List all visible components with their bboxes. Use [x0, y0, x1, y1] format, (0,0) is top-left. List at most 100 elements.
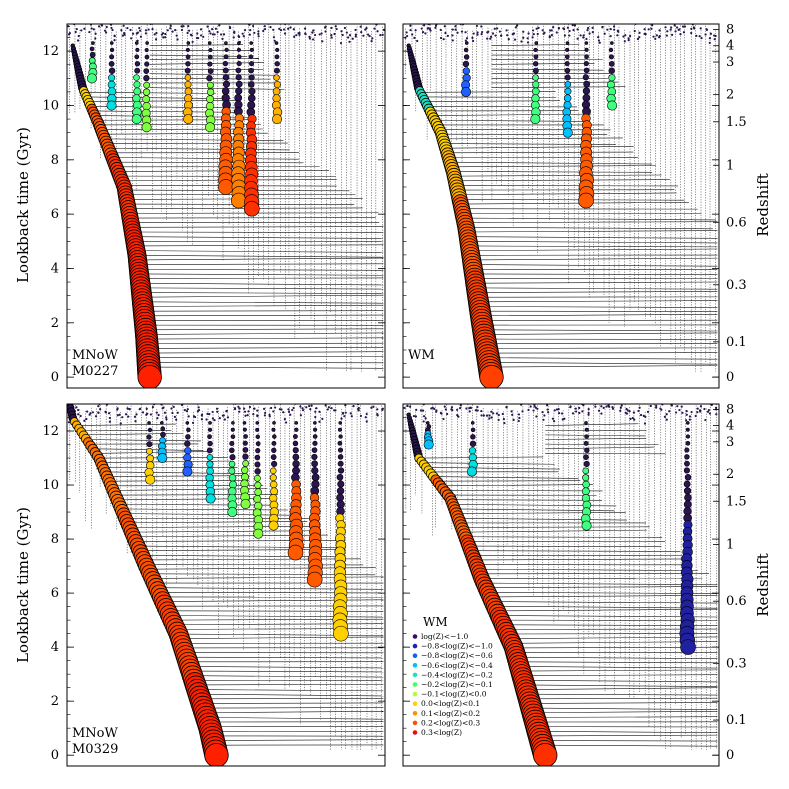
progenitor-point: [381, 33, 384, 36]
progenitor-point: [303, 27, 307, 30]
progenitor-point: [128, 408, 131, 411]
progenitor-point: [502, 418, 505, 421]
progenitor-point: [464, 31, 467, 34]
progenitor-point: [649, 404, 652, 408]
progenitor-point: [522, 30, 525, 33]
progenitor-point: [498, 30, 501, 33]
progenitor-point: [534, 406, 537, 409]
side-branch-point: [254, 468, 261, 475]
side-branch-point: [253, 495, 262, 504]
side-branch-point: [242, 453, 249, 460]
side-branch-point: [185, 54, 191, 60]
merger-line: [115, 494, 279, 496]
merger-line: [530, 702, 718, 704]
progenitor-point: [457, 415, 460, 418]
progenitor-point: [434, 24, 438, 27]
merger-line: [145, 328, 384, 331]
progenitor-point: [127, 415, 130, 418]
progenitor-point: [365, 412, 368, 416]
side-branch-point: [242, 447, 249, 453]
merger-line: [468, 241, 718, 244]
progenitor-point: [218, 417, 221, 420]
merger-line: [195, 683, 384, 686]
progenitor-point: [110, 26, 113, 30]
progenitor-point: [251, 24, 255, 28]
progenitor-point: [128, 400, 130, 402]
side-branch-point: [207, 68, 214, 74]
progenitor-point: [576, 28, 579, 31]
progenitor-point: [344, 411, 347, 414]
progenitor-point: [515, 24, 519, 27]
side-branch-point: [292, 447, 299, 454]
side-branch-point: [272, 87, 281, 96]
progenitor-point: [643, 422, 647, 425]
merger-line: [442, 137, 623, 140]
progenitor-point: [80, 29, 83, 32]
side-branch-point: [608, 60, 615, 67]
progenitor-point: [79, 414, 82, 418]
progenitor-point: [443, 405, 446, 408]
side-branch-point: [228, 467, 236, 475]
progenitor-point: [471, 401, 473, 403]
progenitor-point: [677, 28, 680, 32]
progenitor-point: [189, 33, 192, 36]
legend-swatch: [412, 653, 418, 658]
side-branch-point: [207, 41, 212, 45]
progenitor-point: [601, 26, 604, 29]
progenitor-point: [422, 420, 425, 423]
progenitor-point: [344, 404, 347, 407]
progenitor-point: [191, 421, 195, 424]
progenitor-point: [617, 30, 620, 33]
progenitor-point: [222, 33, 226, 36]
progenitor-point: [639, 413, 643, 417]
side-branch-point: [684, 474, 692, 481]
main-branch-point: [64, 391, 70, 397]
side-branch-point: [425, 421, 430, 425]
legend-label: 0.0<log(Z)<0.1: [421, 699, 480, 708]
legend-swatch: [412, 643, 418, 649]
progenitor-point: [321, 417, 324, 420]
side-branch-point: [292, 453, 300, 461]
merger-line: [517, 661, 718, 664]
merger-line: [123, 513, 293, 516]
progenitor-point: [314, 415, 317, 419]
side-branch-point: [582, 87, 591, 95]
merger-line: [426, 466, 560, 470]
merger-line: [485, 586, 718, 589]
progenitor-point: [130, 37, 133, 40]
progenitor-point: [160, 33, 163, 36]
progenitor-point: [505, 405, 508, 409]
progenitor-point: [196, 32, 199, 35]
progenitor-point: [88, 413, 91, 416]
side-branch-point: [146, 441, 153, 448]
progenitor-point: [597, 409, 601, 412]
progenitor-point: [144, 29, 148, 32]
side-branch-point: [464, 41, 469, 45]
progenitor-point: [715, 413, 718, 416]
progenitor-point: [364, 28, 367, 31]
progenitor-point: [215, 407, 219, 410]
progenitor-point: [568, 399, 570, 401]
side-branch-point: [271, 441, 277, 446]
progenitor-point: [185, 410, 189, 413]
progenitor-point: [690, 31, 693, 35]
panels-group: 024681012MNoWM022784321.510.60.30.10WM02…: [42, 19, 747, 767]
side-branch-point: [236, 47, 241, 52]
progenitor-point: [97, 25, 101, 28]
progenitor-point: [655, 404, 658, 407]
side-branch-point: [564, 67, 571, 74]
progenitor-point: [676, 405, 679, 408]
y-tick-label: 10: [42, 478, 59, 493]
progenitor-point: [658, 36, 661, 39]
side-branch-point: [206, 467, 214, 475]
side-branch-point: [564, 61, 570, 67]
progenitor-point: [602, 406, 605, 410]
progenitor-point: [512, 418, 515, 421]
progenitor-point: [679, 33, 682, 36]
progenitor-point: [150, 19, 152, 21]
side-branch-point: [206, 88, 215, 96]
progenitor-point: [606, 28, 609, 31]
progenitor-point: [119, 422, 122, 425]
progenitor-point: [439, 36, 443, 40]
